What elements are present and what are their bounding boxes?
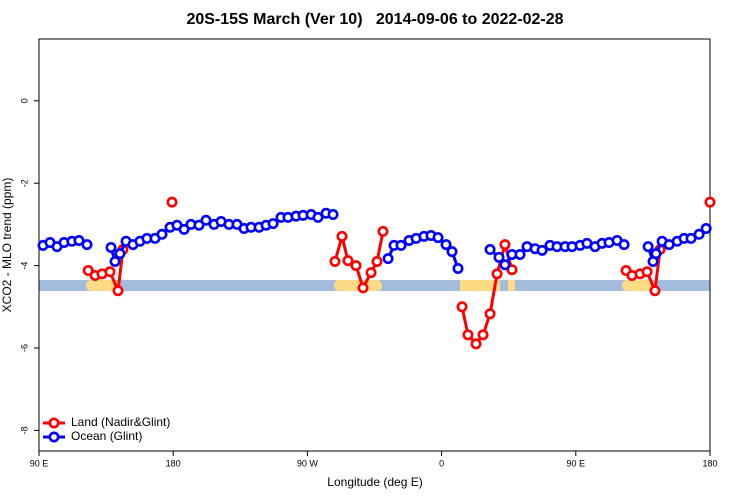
data-point xyxy=(104,266,116,278)
data-point xyxy=(484,244,496,256)
x-tick-label: 90 E xyxy=(567,458,586,468)
data-point xyxy=(327,209,339,221)
surface-strip xyxy=(39,280,710,291)
y-tick-label: -4 xyxy=(19,262,29,270)
data-point xyxy=(641,266,653,278)
data-point xyxy=(357,282,369,294)
data-point xyxy=(440,239,452,251)
data-point xyxy=(432,232,444,244)
data-point xyxy=(114,248,126,260)
legend-marker xyxy=(48,431,60,443)
data-point xyxy=(329,255,341,267)
data-point xyxy=(618,239,630,251)
data-point xyxy=(536,244,548,256)
data-point xyxy=(81,239,93,251)
data-point xyxy=(267,218,279,230)
y-axis-label: XCO2 - MLO trend (ppm) xyxy=(0,178,14,313)
data-point xyxy=(491,268,503,280)
data-point xyxy=(452,262,464,274)
land-strip xyxy=(508,280,515,291)
data-point xyxy=(377,225,389,237)
data-point xyxy=(193,219,205,231)
data-point xyxy=(382,253,394,265)
data-point xyxy=(499,259,511,271)
data-point xyxy=(499,239,511,251)
data-point xyxy=(371,255,383,267)
x-tick-label: 0 xyxy=(439,458,444,468)
data-point xyxy=(477,329,489,341)
data-point xyxy=(200,214,212,226)
legend-label: Land (Nadir&Glint) xyxy=(71,415,170,429)
series xyxy=(37,207,712,274)
legend-label: Ocean (Glint) xyxy=(71,429,142,443)
y-tick-label: 0 xyxy=(19,98,29,103)
data-point xyxy=(704,196,716,208)
data-point xyxy=(350,260,362,272)
chart-title: 20S-15S March (Ver 10) 2014-09-06 to 202… xyxy=(186,11,563,28)
land-strip xyxy=(86,280,118,291)
data-point xyxy=(73,234,85,246)
data-point xyxy=(493,251,505,263)
data-point xyxy=(650,248,662,260)
y-tick-label: -2 xyxy=(19,179,29,187)
data-point xyxy=(342,255,354,267)
data-point xyxy=(506,264,518,276)
data-point xyxy=(462,329,474,341)
land-strip xyxy=(460,280,500,291)
data-point xyxy=(700,223,712,235)
data-point xyxy=(685,232,697,244)
data-point xyxy=(484,308,496,320)
legend-marker xyxy=(48,417,60,429)
data-point xyxy=(693,228,705,240)
x-tick-label: 90 W xyxy=(297,458,319,468)
land-strip xyxy=(334,280,382,291)
data-point xyxy=(82,265,94,277)
data-point xyxy=(642,241,654,253)
data-point xyxy=(166,196,178,208)
data-point xyxy=(105,241,117,253)
x-tick-label: 180 xyxy=(702,458,717,468)
data-point xyxy=(336,230,348,242)
data-point xyxy=(395,239,407,251)
data-point xyxy=(178,223,190,235)
y-tick-label: -6 xyxy=(19,344,29,352)
data-point xyxy=(456,301,468,313)
data-point xyxy=(649,285,661,297)
data-point xyxy=(312,211,324,223)
x-tick-label: 90 E xyxy=(30,458,49,468)
data-point xyxy=(365,267,377,279)
data-point xyxy=(514,248,526,260)
data-point xyxy=(446,246,458,258)
data-point xyxy=(109,255,121,267)
x-tick-label: 180 xyxy=(166,458,181,468)
land-strip xyxy=(622,280,654,291)
legend: Land (Nadir&Glint)Ocean (Glint) xyxy=(43,415,170,443)
x-axis-label: Longitude (deg E) xyxy=(327,475,422,489)
y-tick-label: -8 xyxy=(19,426,29,434)
data-point xyxy=(470,338,482,350)
data-point xyxy=(156,228,168,240)
data-point xyxy=(112,285,124,297)
